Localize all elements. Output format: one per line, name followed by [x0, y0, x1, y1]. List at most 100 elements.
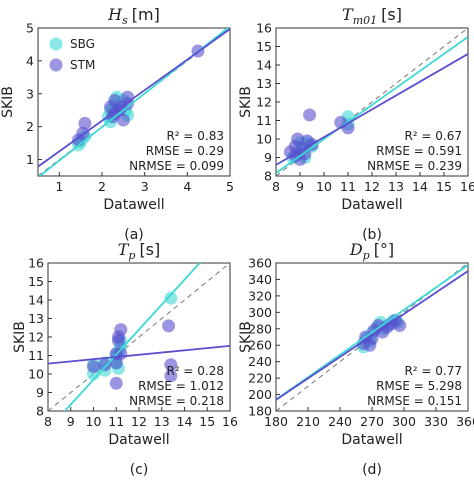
legend-label-stm: STM — [70, 58, 95, 72]
y-tick-label: 8 — [264, 169, 272, 184]
stat-r2: R² = 0.77 — [404, 364, 462, 378]
y-tick-label: 300 — [248, 305, 272, 320]
stat-nrmse: NRMSE = 0.239 — [367, 159, 462, 173]
point-sbg — [164, 291, 178, 305]
y-tick-label: 200 — [248, 387, 272, 402]
x-tick-label: 240 — [328, 414, 352, 429]
plot-area — [48, 263, 230, 411]
fit-line-stm — [38, 28, 230, 168]
fit-line-sbg — [276, 36, 468, 174]
y-tick-label: 1 — [26, 152, 34, 167]
x-tick-label: 13 — [154, 414, 170, 429]
x-tick-label: 300 — [392, 414, 416, 429]
y-tick-label: 9 — [36, 385, 44, 400]
y-tick-label: 15 — [256, 39, 272, 54]
x-tick-label: 4 — [183, 179, 191, 194]
stat-nrmse: NRMSE = 0.218 — [129, 394, 224, 408]
x-tick-label: 9 — [296, 179, 304, 194]
stat-rmse: RMSE = 1.012 — [138, 379, 224, 393]
y-tick-label: 8 — [36, 404, 44, 419]
y-axis-label: SKIB — [0, 86, 16, 118]
y-tick-label: 14 — [256, 58, 272, 73]
x-tick-label: 330 — [424, 414, 448, 429]
y-tick-label: 180 — [248, 404, 272, 419]
x-tick-label: 180 — [264, 414, 288, 429]
stat-rmse: RMSE = 0.29 — [146, 144, 224, 158]
y-tick-label: 320 — [248, 288, 272, 303]
stat-r2: R² = 0.83 — [166, 129, 224, 143]
y-axis-label: SKIB — [12, 321, 28, 353]
x-tick-label: 360 — [456, 414, 474, 429]
plot-area — [276, 28, 468, 176]
y-tick-label: 4 — [26, 53, 34, 68]
panel-label: (b) — [362, 227, 382, 243]
x-tick-label: 12 — [364, 179, 380, 194]
y-tick-label: 10 — [256, 132, 272, 147]
identity-line — [48, 263, 230, 411]
stat-r2: R² = 0.67 — [404, 129, 462, 143]
point-stm — [98, 358, 112, 372]
point-stm — [116, 113, 130, 127]
y-tick-label: 340 — [248, 272, 272, 287]
chart-title: Dp [°] — [349, 240, 394, 262]
legend-marker-stm — [49, 58, 63, 72]
y-tick-label: 11 — [256, 113, 272, 128]
x-tick-label: 3 — [141, 179, 149, 194]
x-tick-label: 14 — [177, 414, 193, 429]
y-tick-label: 3 — [26, 86, 34, 101]
y-tick-label: 16 — [256, 21, 272, 36]
y-tick-label: 11 — [28, 348, 44, 363]
y-tick-label: 15 — [28, 274, 44, 289]
fit-line-stm — [276, 53, 468, 166]
fit-line-sbg — [63, 263, 201, 411]
x-tick-label: 11 — [340, 179, 356, 194]
stat-r2: R² = 0.28 — [166, 364, 224, 378]
panel-label: (a) — [124, 227, 144, 243]
point-stm — [109, 356, 123, 370]
y-tick-label: 13 — [256, 76, 272, 91]
point-stm — [162, 319, 176, 333]
y-tick-label: 12 — [28, 330, 44, 345]
x-tick-label: 8 — [44, 414, 52, 429]
y-tick-label: 220 — [248, 371, 272, 386]
stat-nrmse: NRMSE = 0.151 — [367, 394, 462, 408]
y-tick-label: 14 — [28, 293, 44, 308]
y-tick-label: 280 — [248, 321, 272, 336]
x-axis-label: Datawell — [341, 432, 402, 448]
x-tick-label: 10 — [316, 179, 332, 194]
x-tick-label: 11 — [108, 414, 124, 429]
x-tick-label: 12 — [131, 414, 147, 429]
y-tick-label: 12 — [256, 95, 272, 110]
plot-area — [276, 263, 468, 411]
plot-area — [38, 28, 230, 176]
point-stm — [109, 376, 123, 390]
chart-panel-3: 1802102402703003303601802002202402602803… — [238, 240, 474, 478]
x-tick-label: 8 — [272, 179, 280, 194]
chart-title: Tm01 [s] — [342, 5, 402, 27]
y-axis-label: SKIB — [238, 86, 254, 118]
x-tick-label: 9 — [67, 414, 75, 429]
point-stm — [78, 116, 92, 130]
point-stm — [87, 360, 100, 374]
panel-label: (d) — [362, 462, 382, 478]
stat-nrmse: NRMSE = 0.099 — [129, 159, 224, 173]
x-tick-label: 1 — [55, 179, 63, 194]
x-tick-label: 16 — [222, 414, 238, 429]
x-tick-label: 210 — [296, 414, 320, 429]
y-tick-label: 240 — [248, 354, 272, 369]
point-stm — [164, 369, 178, 383]
chart-panel-0: 1 2 3 4 5 1 2 3 4 5 Hs [m] Datawell SKIB (a) R² = 0.83R… — [0, 5, 234, 243]
y-tick-label: 2 — [26, 119, 34, 134]
y-tick-label: 360 — [248, 256, 272, 271]
stat-rmse: RMSE = 0.591 — [376, 144, 462, 158]
x-tick-label: 15 — [199, 414, 215, 429]
point-stm — [288, 139, 302, 153]
x-tick-label: 10 — [86, 414, 102, 429]
x-tick-label: 2 — [98, 179, 106, 194]
stat-rmse: RMSE = 5.298 — [376, 379, 462, 393]
y-tick-label: 16 — [28, 256, 44, 271]
x-tick-label: 270 — [360, 414, 384, 429]
legend-marker-sbg — [49, 37, 63, 51]
